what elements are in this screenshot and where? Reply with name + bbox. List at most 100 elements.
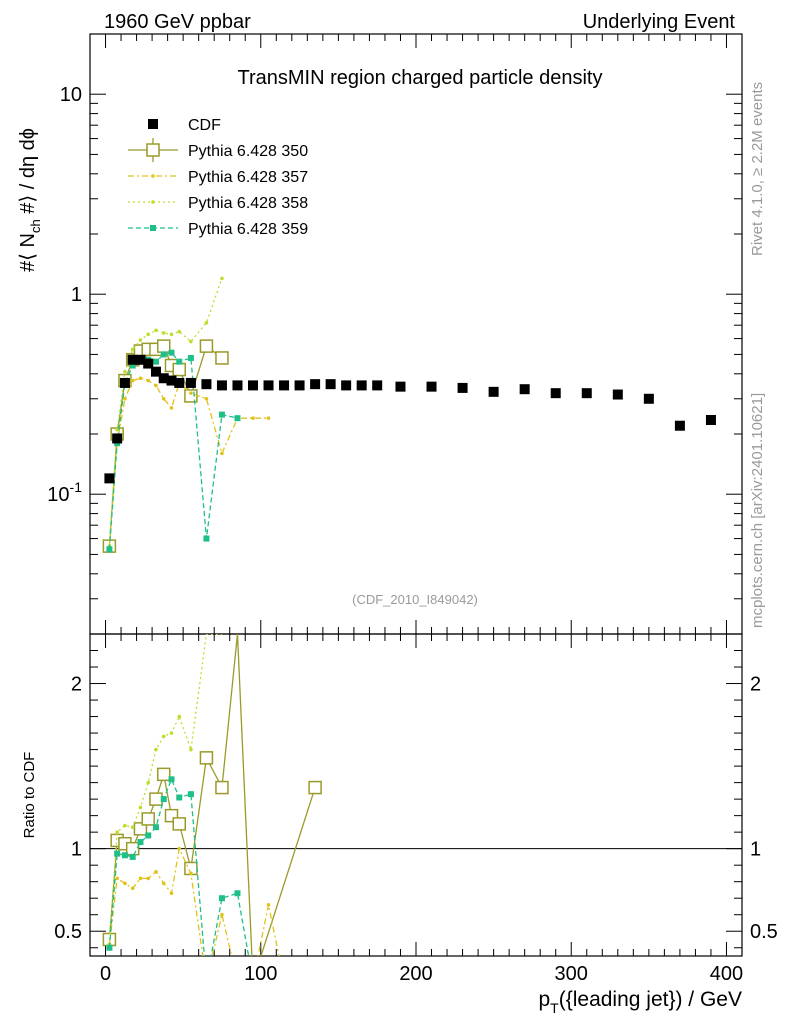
cdf-point — [279, 380, 290, 391]
cdf-point — [294, 380, 305, 391]
cdf-point — [674, 420, 685, 431]
cdf-point — [550, 388, 561, 399]
ratio-y-tick-label: 0.5 — [54, 921, 82, 943]
cdf-point — [372, 380, 383, 391]
ratio-point-p359 — [234, 890, 241, 897]
ratio-point-p357 — [123, 881, 127, 886]
ratio-point-p358 — [177, 714, 182, 719]
ratio-point-p350 — [308, 780, 322, 795]
ratio-point-p357 — [115, 876, 119, 881]
cdf-point — [232, 380, 243, 391]
point-p359 — [218, 411, 225, 418]
ratio-point-p359 — [176, 794, 183, 801]
point-p358 — [130, 347, 135, 352]
point-p357 — [251, 416, 255, 420]
point-p357 — [220, 451, 224, 456]
cdf-point — [705, 414, 716, 425]
ratio-point-p357 — [189, 871, 193, 876]
ratio-point-p357 — [130, 886, 135, 891]
ratio-point-p350 — [215, 780, 229, 795]
x-tick-label: 200 — [399, 963, 432, 985]
point-p358 — [115, 427, 119, 432]
point-p358 — [204, 320, 209, 325]
cdf-point — [150, 366, 161, 377]
header-left-label: 1960 GeV ppbar — [104, 11, 251, 33]
y-axis-label-sub: ch — [28, 219, 43, 233]
ratio-point-p357 — [177, 846, 182, 851]
x-axis-label-rest: ({leading jet}) / GeV — [559, 988, 742, 1011]
cdf-point — [426, 381, 437, 392]
cdf-point — [174, 377, 185, 388]
x-tick-label: 0 — [100, 963, 111, 985]
ratio-point-p358 — [146, 780, 151, 785]
point-p357 — [123, 396, 127, 401]
axis-tick-labels: 0 100 200 300 400 1 10 10-1 1 1 2 2 0.5 0.5 — [47, 84, 778, 985]
ratio-point-p357 — [161, 881, 166, 886]
point-p358 — [146, 332, 151, 337]
point-p359 — [129, 362, 136, 369]
point-p350 — [199, 339, 214, 353]
point-p357 — [161, 396, 166, 401]
cdf-point — [112, 433, 123, 444]
ratio-point-p350 — [156, 767, 171, 782]
cdf-point — [185, 377, 196, 388]
cdf-point — [519, 384, 530, 395]
rivet-version-label: Rivet 4.1.0, ≥ 2.2M events — [749, 82, 766, 256]
point-p358 — [189, 339, 193, 344]
cdf-point — [166, 375, 177, 386]
ratio-y-tick-label-right: 0.5 — [750, 921, 778, 943]
point-p359 — [234, 415, 241, 422]
y-axis-label: #⟨ Nch #⟩ / dη dϕ — [17, 128, 43, 272]
cdf-point — [356, 380, 367, 391]
point-p358 — [154, 328, 158, 333]
cdf-point — [581, 388, 592, 399]
point-p350 — [172, 362, 187, 377]
ratio-point-p359 — [145, 832, 152, 839]
legend-marker-p359 — [150, 225, 156, 231]
ratio-y-tick-label: 2 — [71, 674, 82, 696]
ratio-point-p358 — [138, 805, 143, 810]
x-tick-label: 100 — [244, 963, 277, 985]
series-line-p357 — [108, 377, 269, 547]
point-p357 — [154, 383, 158, 388]
ratio-y-tick-label-right: 1 — [750, 839, 761, 861]
cdf-point — [263, 380, 274, 391]
ratio-point-p350 — [141, 812, 155, 826]
ratio-point-p358 — [154, 747, 158, 752]
analysis-watermark: (CDF_2010_I849042) — [352, 592, 478, 607]
ratio-point-p357 — [138, 876, 143, 881]
cdf-point — [201, 379, 212, 390]
cdf-point — [119, 377, 130, 388]
cdf-point — [135, 354, 146, 365]
point-p357 — [146, 378, 151, 383]
ratio-y-tick-label-right: 2 — [750, 674, 761, 696]
ratio-point-p359 — [129, 853, 136, 860]
point-p358 — [177, 329, 182, 334]
y-tick-label: 10 — [60, 84, 82, 106]
point-p357 — [266, 416, 271, 420]
point-p350 — [156, 339, 171, 353]
legend-marker-p358 — [151, 200, 155, 204]
legend-label-p357: Pythia 6.428 357 — [188, 169, 308, 186]
header-right-label: Underlying Event — [583, 11, 736, 33]
ratio-point-p359 — [160, 796, 167, 803]
ratio-point-p350 — [125, 841, 140, 856]
cdf-point — [325, 379, 336, 390]
series-line-p358 — [108, 278, 223, 547]
point-p358 — [220, 276, 224, 281]
y-tick-label: 10-1 — [47, 479, 82, 506]
point-p358 — [138, 338, 143, 342]
ratio-data-marks — [102, 634, 322, 956]
point-p357 — [138, 376, 143, 381]
point-p359 — [168, 349, 175, 356]
point-p358 — [169, 332, 174, 337]
ratio-point-p357 — [266, 903, 271, 907]
y-tick-label: 1 — [71, 284, 82, 306]
point-p357 — [169, 406, 174, 410]
x-tick-label: 300 — [555, 963, 588, 985]
ratio-point-p357 — [146, 876, 151, 881]
point-p359 — [187, 354, 194, 361]
point-p358 — [161, 331, 166, 335]
cdf-point — [104, 473, 115, 484]
ratio-point-p359 — [121, 852, 128, 859]
